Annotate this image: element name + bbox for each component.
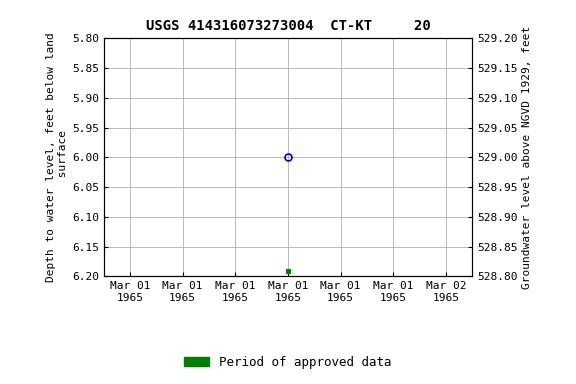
- Legend: Period of approved data: Period of approved data: [179, 351, 397, 374]
- Title: USGS 414316073273004  CT-KT     20: USGS 414316073273004 CT-KT 20: [146, 19, 430, 33]
- Y-axis label: Depth to water level, feet below land
 surface: Depth to water level, feet below land su…: [46, 33, 67, 282]
- Y-axis label: Groundwater level above NGVD 1929, feet: Groundwater level above NGVD 1929, feet: [522, 26, 532, 289]
